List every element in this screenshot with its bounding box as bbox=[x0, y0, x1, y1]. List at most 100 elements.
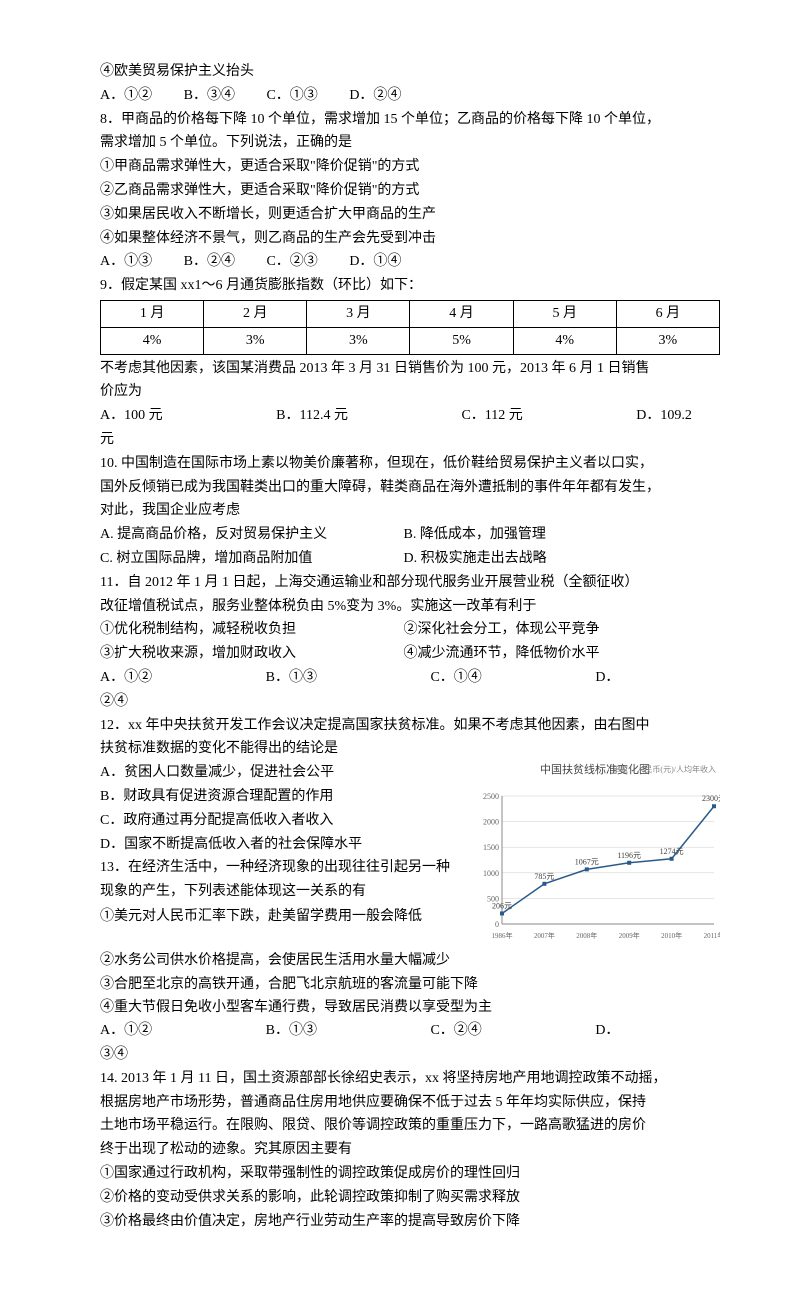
q11-row1: ①优化税制结构，减轻税收负担 ②深化社会分工，体现公平竞争 bbox=[100, 618, 720, 642]
q12-a: A．贫困人口数量减少，促进社会公平 bbox=[100, 761, 462, 785]
q8-o2: ②乙商品需求弹性大，更适合采取"降价促销"的方式 bbox=[100, 179, 720, 203]
q8-stem-2: 需求增加 5 个单位。下列说法，正确的是 bbox=[100, 131, 720, 155]
q8-b: B．②④ bbox=[184, 254, 235, 269]
q13-o3: ③合肥至北京的高铁开通，合肥飞北京航班的客流量可能下降 bbox=[100, 972, 720, 996]
q13-b: B．①③ bbox=[266, 1023, 317, 1038]
q10-l3: 对此，我国企业应考虑 bbox=[100, 499, 720, 523]
q13-o2: ②水务公司供水价格提高，会使居民生活用水量大幅减少 bbox=[100, 948, 720, 972]
q14-l4: 终于出现了松动的迹象。究其原因主要有 bbox=[100, 1138, 720, 1162]
q10-row1: A. 提高商品价格，反对贸易保护主义 B. 降低成本，加强管理 bbox=[100, 523, 720, 547]
q11-c: C．①④ bbox=[430, 670, 481, 685]
svg-text:2300元: 2300元 bbox=[702, 794, 720, 803]
q9-b: B．112.4 元 bbox=[276, 408, 348, 423]
q13-o4: ④重大节假日免收小型客车通行费，导致居民消费以享受型为主 bbox=[100, 995, 720, 1019]
svg-text:2500: 2500 bbox=[483, 792, 499, 801]
q9-table-header-row: 1 月 2 月 3 月 4 月 5 月 6 月 bbox=[101, 300, 720, 327]
q10-a: A. 提高商品价格，反对贸易保护主义 bbox=[100, 523, 400, 547]
q14-o3: ③价格最终由价值决定，房地产行业劳动生产率的提高导致房价下降 bbox=[100, 1210, 720, 1234]
svg-text:2000: 2000 bbox=[483, 817, 499, 826]
q7-options: A．①② B．③④ C．①③ D．②④ bbox=[100, 84, 720, 108]
q9-c: C．112 元 bbox=[461, 408, 522, 423]
svg-text:0: 0 bbox=[495, 920, 499, 929]
q11-o1: ①优化税制结构，减轻税收负担 bbox=[100, 618, 400, 642]
q9-th-5: 5 月 bbox=[513, 300, 616, 327]
q9-th-2: 2 月 bbox=[204, 300, 307, 327]
q11-d: D．②④ bbox=[100, 670, 619, 709]
q10-d: D. 积极实施走出去战略 bbox=[404, 551, 547, 566]
q11-o4: ④减少流通环节，降低物价水平 bbox=[404, 646, 600, 661]
q8-options: A．①③ B．②④ C．②③ D．①④ bbox=[100, 250, 720, 274]
q8-c: C．②③ bbox=[266, 254, 317, 269]
svg-text:1500: 1500 bbox=[483, 843, 499, 852]
q13-a: A．①② bbox=[100, 1023, 152, 1038]
q12-b: B．财政具有促进资源合理配置的作用 bbox=[100, 785, 462, 809]
q9-td-3: 3% bbox=[307, 327, 410, 354]
q14-o2: ②价格的变动受供求关系的影响，此轮调控政策抑制了购买需求释放 bbox=[100, 1186, 720, 1210]
q12-c: C．政府通过再分配提高低收入者收入 bbox=[100, 809, 462, 833]
svg-text:2007年: 2007年 bbox=[534, 931, 555, 940]
q13-l2: 现象的产生，下列表述能体现这一关系的有 bbox=[100, 880, 462, 904]
q10-c: C. 树立国际品牌，增加商品附加值 bbox=[100, 547, 400, 571]
svg-text:1196元: 1196元 bbox=[617, 851, 641, 860]
q9-post-1: 不考虑其他因素，该国某消费品 2013 年 3 月 31 日销售价为 100 元… bbox=[100, 357, 720, 381]
q11-b: B．①③ bbox=[266, 670, 317, 685]
q13-l1: 13．在经济生活中，一种经济现象的出现往往引起另一种 bbox=[100, 856, 462, 880]
q9-th-4: 4 月 bbox=[410, 300, 513, 327]
q10-l1: 10. 中国制造在国际市场上素以物美价廉著称，但现在，低价鞋给贸易保护主义者以口… bbox=[100, 452, 720, 476]
q13-o1: ①美元对人民币汇率下跌，赴美留学费用一般会降低 bbox=[100, 904, 462, 928]
q9-td-5: 4% bbox=[513, 327, 616, 354]
q7-opt4: ④欧美贸易保护主义抬头 bbox=[100, 60, 720, 84]
svg-text:1274元: 1274元 bbox=[660, 847, 684, 856]
q9-th-1: 1 月 bbox=[101, 300, 204, 327]
q8-o1: ①甲商品需求弹性大，更适合采取"降价促销"的方式 bbox=[100, 155, 720, 179]
svg-text:1986年: 1986年 bbox=[492, 931, 513, 940]
q11-a: A．①② bbox=[100, 670, 152, 685]
q8-stem-1: 8．甲商品的价格每下降 10 个单位，需求增加 15 个单位；乙商品的价格每下降… bbox=[100, 108, 720, 132]
q9-options: A．100 元 B．112.4 元 C．112 元 D．109.2 元 bbox=[100, 404, 720, 452]
q9-th-6: 6 月 bbox=[616, 300, 719, 327]
q9-stem: 9．假定某国 xx1～6 月通货膨胀指数（环比）如下： bbox=[100, 274, 720, 298]
q14-l2: 根据房地产市场形势，普通商品住房用地供应要确保不低于过去 5 年年均实际供应，保… bbox=[100, 1091, 720, 1115]
q11-o3: ③扩大税收来源，增加财政收入 bbox=[100, 642, 400, 666]
q14-l1: 14. 2013 年 1 月 11 日，国土资源部部长徐绍史表示，xx 将坚持房… bbox=[100, 1067, 720, 1091]
svg-text:2011年: 2011年 bbox=[704, 931, 720, 940]
svg-text:2009年: 2009年 bbox=[619, 931, 640, 940]
q12-d: D．国家不断提高低收入者的社会保障水平 bbox=[100, 833, 462, 857]
q9-d: D．109.2 元 bbox=[100, 408, 692, 447]
q11-o2: ②深化社会分工，体现公平竞争 bbox=[404, 622, 600, 637]
svg-text:206元: 206元 bbox=[492, 901, 512, 910]
q8-a: A．①③ bbox=[100, 254, 152, 269]
q7-c: C．①③ bbox=[266, 88, 317, 103]
q14-l3: 土地市场平稳运行。在限购、限贷、限价等调控政策的重重压力下，一路高歌猛进的房价 bbox=[100, 1114, 720, 1138]
q10-b: B. 降低成本，加强管理 bbox=[404, 527, 546, 542]
q12-l2: 扶贫标准数据的变化不能得出的结论是 bbox=[100, 737, 720, 761]
q9-table: 1 月 2 月 3 月 4 月 5 月 6 月 4% 3% 3% 5% 4% 3… bbox=[100, 300, 720, 355]
svg-text:2010年: 2010年 bbox=[661, 931, 682, 940]
q7-b: B．③④ bbox=[184, 88, 235, 103]
q7-d: D．②④ bbox=[349, 88, 401, 103]
svg-text:785元: 785元 bbox=[534, 872, 554, 881]
q12-l1: 12．xx 年中央扶贫开发工作会议决定提高国家扶贫标准。如果不考虑其他因素，由右… bbox=[100, 714, 720, 738]
q9-td-6: 3% bbox=[616, 327, 719, 354]
q14-o1: ①国家通过行政机构，采取带强制性的调控政策促成房价的理性回归 bbox=[100, 1162, 720, 1186]
q7-a: A．①② bbox=[100, 88, 152, 103]
q8-o3: ③如果居民收入不断增长，则更适合扩大甲商品的生产 bbox=[100, 203, 720, 227]
q11-row2: ③扩大税收来源，增加财政收入 ④减少流通环节，降低物价水平 bbox=[100, 642, 720, 666]
chart-unit: 单位：人民币(元)/人均年收入 bbox=[612, 763, 716, 777]
poverty-line-chart: 中国扶贫线标准变化图 单位：人民币(元)/人均年收入 0500100015002… bbox=[470, 761, 720, 948]
q11-l2: 改征增值税试点，服务业整体税负由 5%变为 3%。实施这一改革有利于 bbox=[100, 595, 720, 619]
q9-table-value-row: 4% 3% 3% 5% 4% 3% bbox=[101, 327, 720, 354]
q9-th-3: 3 月 bbox=[307, 300, 410, 327]
q9-td-4: 5% bbox=[410, 327, 513, 354]
q13-options: A．①② B．①③ C．②④ D．③④ bbox=[100, 1019, 720, 1067]
q11-l1: 11．自 2012 年 1 月 1 日起，上海交通运输业和部分现代服务业开展营业… bbox=[100, 571, 720, 595]
q9-td-2: 3% bbox=[204, 327, 307, 354]
svg-text:1000: 1000 bbox=[483, 869, 499, 878]
q8-o4: ④如果整体经济不景气，则乙商品的生产会先受到冲击 bbox=[100, 227, 720, 251]
q12-row-with-chart: A．贫困人口数量减少，促进社会公平 B．财政具有促进资源合理配置的作用 C．政府… bbox=[100, 761, 720, 948]
q13-d: D．③④ bbox=[100, 1023, 619, 1062]
q9-td-1: 4% bbox=[101, 327, 204, 354]
q8-d: D．①④ bbox=[349, 254, 401, 269]
q13-c: C．②④ bbox=[430, 1023, 481, 1038]
q9-a: A．100 元 bbox=[100, 408, 163, 423]
